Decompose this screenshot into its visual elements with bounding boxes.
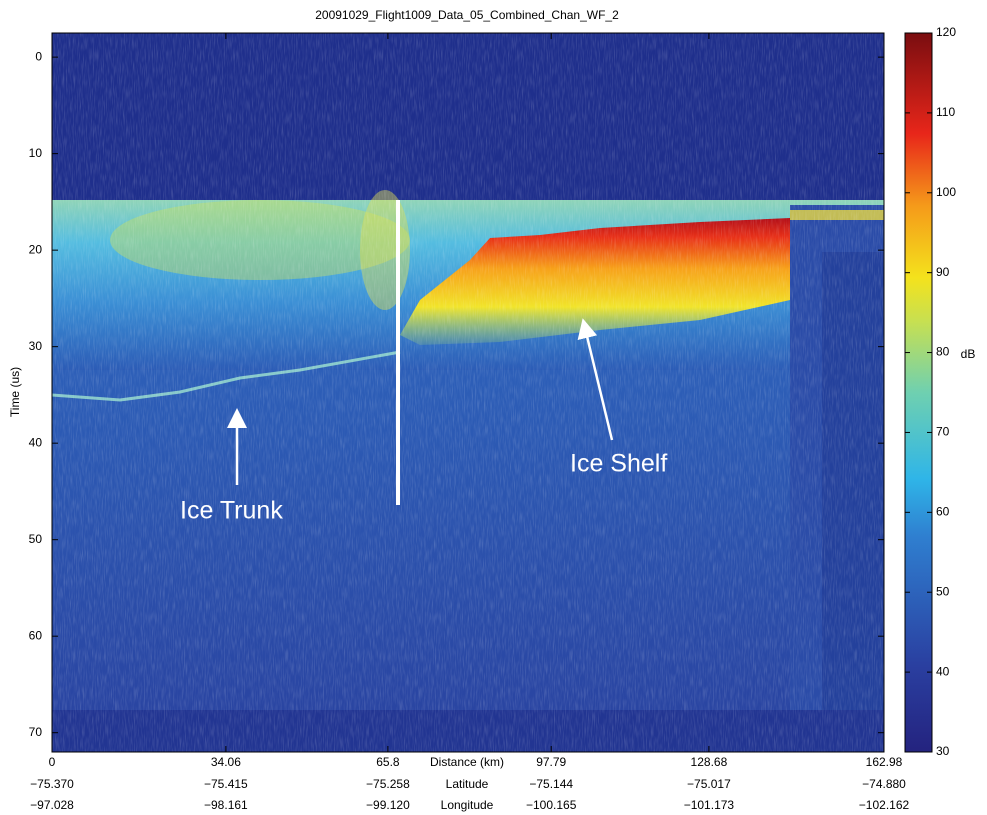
colorbar-tick-label: 120 [936,25,956,39]
x-axis-label: Distance (km) [430,755,504,769]
y-tick-label: 30 [29,339,43,353]
y-tick-label: 40 [29,435,43,449]
longitude-tick-label: −98.161 [204,798,248,812]
colorbar-tick-label: 70 [936,425,950,439]
colorbar-tick-label: 110 [936,105,955,119]
latitude-tick-label: −75.258 [366,777,410,791]
colorbar-tick-label: 100 [936,185,956,199]
longitude-tick-label: −102.162 [859,798,910,812]
colorbar [905,33,932,752]
colorbar-tick-label: 60 [936,505,950,519]
colorbar-tick-label: 30 [936,744,950,758]
y-tick-label: 70 [29,725,43,739]
latitude-label: Latitude [446,777,489,791]
longitude-label: Longitude [441,798,494,812]
latitude-tick-label: −75.144 [529,777,573,791]
colorbar-tick-label: 40 [936,664,950,678]
latitude-tick-label: −75.415 [204,777,248,791]
latitude-tick-label: −75.017 [687,777,731,791]
y-tick-label: 60 [29,628,43,642]
latitude-tick-label: −75.370 [30,777,74,791]
chart: 20091029_Flight1009_Data_05_Combined_Cha… [0,0,987,815]
y-tick-label: 0 [35,49,42,63]
colorbar-tick-label: 50 [936,584,950,598]
colorbar-tick-label: 80 [936,345,950,359]
x-tick-label: 65.8 [376,755,400,769]
colorbar-label: dB [961,347,976,361]
longitude-tick-label: −99.120 [366,798,410,812]
echogram [52,33,884,752]
y-tick-label: 10 [29,146,43,160]
x-tick-label: 0 [49,755,56,769]
x-tick-label: 162.98 [866,755,903,769]
colorbar-tick-label: 90 [936,265,950,279]
latitude-tick-label: −74.880 [862,777,906,791]
longitude-tick-label: −97.028 [30,798,74,812]
y-tick-label: 20 [29,242,43,256]
x-tick-label: 128.68 [691,755,728,769]
longitude-tick-label: −100.165 [526,798,577,812]
annotation: Ice Shelf [570,450,667,478]
y-axis-label: Time (us) [8,367,22,417]
x-tick-label: 97.79 [536,755,566,769]
chart-title: 20091029_Flight1009_Data_05_Combined_Cha… [315,8,619,22]
annotation: Ice Trunk [180,497,283,525]
x-tick-label: 34.06 [211,755,241,769]
y-tick-label: 50 [29,532,43,546]
longitude-tick-label: −101.173 [684,798,735,812]
